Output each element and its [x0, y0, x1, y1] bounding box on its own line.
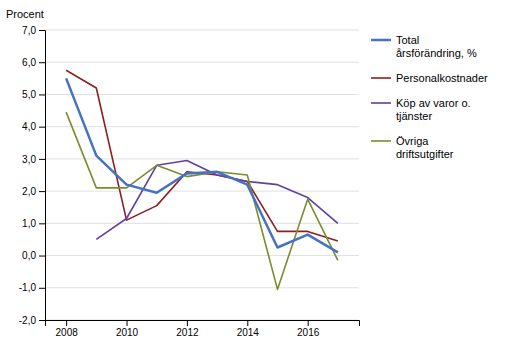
- lines: [66, 70, 338, 289]
- tick-mark: [39, 191, 45, 192]
- grid-line: [45, 255, 359, 256]
- tick-mark: [39, 159, 45, 160]
- legend-item: Personalkostnader: [371, 72, 488, 84]
- tick-label: 2008: [56, 327, 79, 338]
- grid-line: [45, 287, 359, 288]
- tick-label: 7,0: [22, 25, 36, 36]
- tick-mark: [39, 127, 45, 128]
- chart-container: 2008 2010 2012 2014 2016 -2,0 -1,0 0,0 1,0 2,0 3,0…: [0, 0, 514, 350]
- tick-mark: [187, 320, 188, 326]
- tick: 2008: [56, 320, 79, 338]
- tick-label: 6,0: [22, 57, 36, 68]
- legend-swatch: [371, 39, 391, 42]
- chart-svg: 2008 2010 2012 2014 2016 -2,0 -1,0 0,0 1,0 2,0 3,0…: [0, 0, 514, 350]
- x-axis: 2008 2010 2012 2014 2016: [46, 320, 360, 338]
- grid-line: [45, 94, 359, 95]
- tick-mark: [39, 320, 45, 321]
- tick: 3,0: [22, 154, 45, 165]
- legend-item: Övrigadriftsutgifter: [371, 135, 454, 160]
- tick: 0,0: [22, 250, 45, 261]
- legend-label: Köp av varor o.tjänster: [396, 97, 471, 122]
- tick-label: 5,0: [22, 89, 36, 100]
- legend-label: Övrigadriftsutgifter: [396, 135, 454, 160]
- tick-mark: [127, 320, 128, 326]
- legend-label: Personalkostnader: [396, 72, 488, 84]
- tick-label: 2010: [116, 327, 139, 338]
- tick-label: -1,0: [19, 282, 37, 293]
- legend-label: Totalårsförändring, %: [396, 34, 477, 59]
- tick: 2010: [116, 320, 139, 338]
- tick-label: 2012: [176, 327, 199, 338]
- series-line: [66, 70, 338, 241]
- tick: 1,0: [22, 218, 45, 229]
- tick-mark: [66, 320, 67, 326]
- grid: [45, 30, 359, 320]
- tick-label: 4,0: [22, 121, 36, 132]
- tick: 4,0: [22, 121, 45, 132]
- series-line: [66, 112, 338, 289]
- tick-label: 0,0: [22, 250, 36, 261]
- tick: -1,0: [19, 282, 45, 293]
- tick-label: 2014: [237, 327, 260, 338]
- y-label: Procent: [6, 8, 44, 20]
- tick-mark: [247, 320, 248, 326]
- tick-label: 2016: [297, 327, 320, 338]
- grid-line: [45, 30, 359, 31]
- tick-label: 3,0: [22, 154, 36, 165]
- tick: 2,0: [22, 186, 45, 197]
- tick: 7,0: [22, 25, 45, 36]
- tick-mark: [39, 94, 45, 95]
- tick: 5,0: [22, 89, 45, 100]
- tick-label: -2,0: [19, 315, 37, 326]
- grid-line: [45, 158, 359, 159]
- tick-mark: [308, 320, 309, 326]
- axis-line: [46, 321, 360, 327]
- grid-line: [45, 126, 359, 127]
- tick: -2,0: [19, 315, 45, 326]
- legend-swatch: [371, 140, 391, 142]
- tick-label: 1,0: [22, 218, 36, 229]
- tick: 2016: [297, 320, 320, 338]
- legend-item: Köp av varor o.tjänster: [371, 97, 471, 122]
- tick: 2012: [176, 320, 199, 338]
- legend-swatch: [371, 77, 391, 79]
- tick-label: 2,0: [22, 186, 36, 197]
- legend: Totalårsförändring, % Personalkostnader Kö…: [371, 34, 488, 160]
- tick-mark: [39, 62, 45, 63]
- grid-line: [45, 62, 359, 63]
- legend-item: Totalårsförändring, %: [371, 34, 477, 59]
- axis-line: [39, 31, 46, 321]
- plot-area: 2008 2010 2012 2014 2016 -2,0 -1,0 0,0 1,0 2,0 3,0…: [19, 25, 360, 338]
- y-axis: -2,0 -1,0 0,0 1,0 2,0 3,0 4,0 5,0 6,0 7,0: [19, 25, 46, 326]
- legend-swatch: [371, 102, 391, 104]
- tick-mark: [39, 223, 45, 224]
- series-line: [66, 78, 338, 252]
- grid-line: [45, 223, 359, 224]
- tick: 2014: [237, 320, 260, 338]
- grid-line: [45, 191, 359, 192]
- tick-mark: [39, 288, 45, 289]
- tick-mark: [39, 30, 45, 31]
- tick: 6,0: [22, 57, 45, 68]
- tick-mark: [39, 256, 45, 257]
